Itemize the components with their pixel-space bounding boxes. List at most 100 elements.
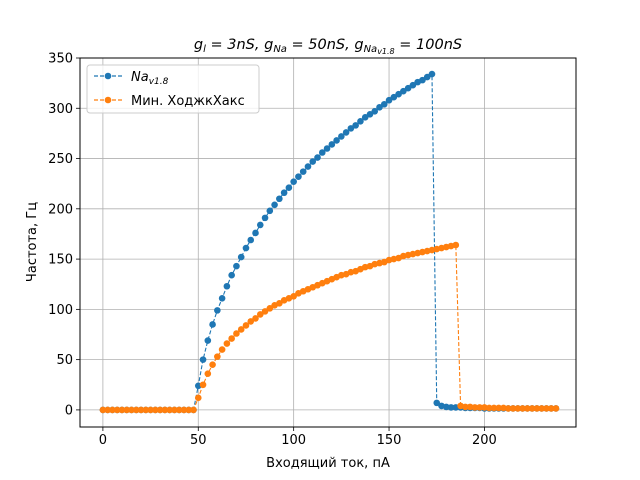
data-point (123, 406, 131, 414)
data-point (380, 100, 388, 108)
legend-marker-na-v18 (104, 72, 112, 80)
data-point (104, 406, 111, 414)
data-point (452, 241, 460, 249)
ticks: 0 50 100 150 200 0 50 100 150 200 250 300 350 (48, 52, 497, 449)
data-point (209, 321, 216, 328)
y-tick-label: 150 (48, 253, 73, 268)
data-point (118, 406, 126, 414)
data-point (357, 118, 364, 125)
data-point (137, 406, 145, 414)
x-tick-label: 50 (190, 433, 207, 448)
data-point (471, 404, 479, 411)
data-point (223, 282, 231, 290)
data-point (194, 394, 202, 402)
data-point (442, 403, 450, 411)
data-point (166, 406, 173, 414)
data-point (366, 111, 374, 118)
title-symbol: g (264, 37, 273, 53)
data-point (409, 81, 417, 89)
data-point (247, 318, 255, 325)
data-point (237, 326, 245, 333)
data-point (547, 405, 555, 412)
data-point (242, 244, 250, 252)
legend-label-na-v18-main: Na (131, 70, 149, 85)
data-point (428, 70, 436, 78)
data-point (433, 399, 441, 407)
y-tick-label: 200 (48, 202, 73, 217)
data-point (342, 129, 350, 136)
data-point (543, 405, 550, 412)
data-point (161, 406, 169, 414)
data-point (175, 406, 183, 414)
data-point (361, 114, 369, 121)
data-point (256, 221, 264, 229)
title-value: = 100nS (395, 37, 462, 53)
x-tick-label: 0 (99, 433, 107, 448)
data-point (304, 163, 312, 170)
title-value: = 3nS, (206, 37, 264, 53)
data-point (242, 322, 250, 329)
data-point (271, 201, 278, 209)
data-point (447, 404, 455, 411)
series-1 (99, 241, 560, 414)
y-axis-label: Частота, Гц (25, 202, 40, 282)
data-point (152, 406, 159, 414)
y-tick-label: 0 (65, 403, 73, 418)
x-tick-label: 100 (281, 433, 306, 448)
data-point (376, 103, 383, 111)
chart-title: gl = 3nS, gNa = 50nS, gNav1.8 = 100nS (194, 37, 462, 56)
x-tick-label: 200 (472, 433, 497, 448)
title-symbol: g (354, 37, 363, 53)
data-point (218, 295, 226, 302)
data-point (132, 406, 140, 414)
title-subscript: Na (364, 44, 378, 55)
data-point (99, 406, 107, 414)
data-point (462, 403, 469, 411)
data-point (266, 207, 274, 215)
title-value: = 50nS, (287, 37, 354, 53)
data-point (552, 405, 560, 412)
data-point (481, 404, 488, 411)
data-point (347, 125, 355, 132)
data-point (538, 405, 545, 412)
data-point (113, 406, 121, 414)
legend: Nav1.8 Мин. ХоджкХакс (86, 64, 260, 114)
data-point (156, 406, 164, 414)
legend-label-hodgkin-huxley: Мин. ХоджкХакс (131, 94, 245, 109)
legend-label-na-v18: Nav1.8 (131, 70, 169, 87)
data-point (466, 403, 474, 411)
data-point (261, 214, 269, 222)
data-point (209, 361, 216, 368)
data-point (490, 404, 498, 412)
data-point (400, 87, 407, 95)
data-point (252, 315, 259, 322)
series-layer (99, 70, 560, 414)
data-point (228, 335, 235, 342)
data-point (419, 76, 426, 84)
data-point (290, 178, 297, 185)
data-point (323, 145, 331, 152)
x-axis-label: Входящий ток, пА (266, 456, 390, 471)
data-point (228, 271, 235, 279)
data-point (266, 305, 274, 312)
data-point (514, 405, 522, 412)
data-point (328, 141, 336, 148)
data-point (423, 73, 431, 81)
data-point (309, 158, 317, 165)
data-point (147, 406, 154, 414)
data-point (333, 137, 340, 144)
data-point (204, 370, 212, 378)
data-point (385, 96, 393, 104)
data-point (233, 262, 240, 270)
data-point (142, 406, 150, 414)
data-point (180, 406, 188, 414)
data-point (190, 406, 197, 414)
data-point (299, 168, 307, 175)
data-point (171, 406, 178, 414)
data-point (485, 404, 493, 412)
data-point (223, 340, 231, 347)
data-point (371, 107, 379, 115)
plot-frame (79, 57, 577, 428)
data-point (285, 184, 293, 191)
data-point (204, 337, 212, 344)
